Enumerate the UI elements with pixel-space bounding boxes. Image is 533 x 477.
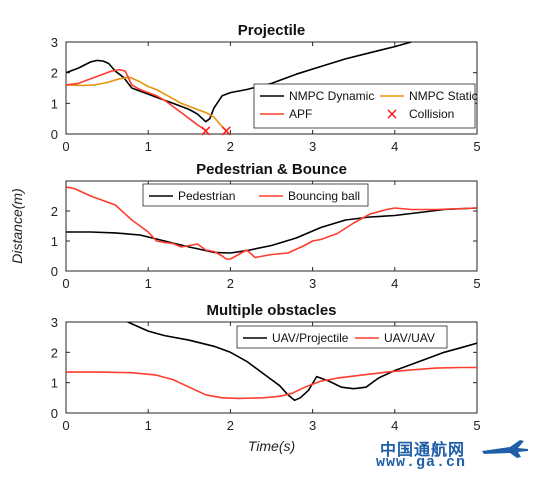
chart-title: Multiple obstacles xyxy=(206,302,336,319)
x-tick-label: 3 xyxy=(309,276,316,291)
chart-panel: Multiple obstacles 0 1 2 3 4 5 0 1 2 3 Time(s) UAV/P… xyxy=(51,302,481,454)
chart-title: Projectile xyxy=(238,22,306,39)
x-tick-label: 4 xyxy=(391,418,398,433)
series-lines xyxy=(66,322,477,402)
y-tick-label: 2 xyxy=(51,204,58,219)
x-tick-label: 5 xyxy=(473,276,480,291)
y-tick-label: 0 xyxy=(51,264,58,279)
collision-marker xyxy=(201,126,211,136)
y-tick-label: 1 xyxy=(51,376,58,391)
collision-marker-stroke xyxy=(221,126,231,136)
x-tick-label: 2 xyxy=(227,139,234,154)
legend-label: UAV/Projectile xyxy=(272,331,349,345)
y-tick-label: 1 xyxy=(51,234,58,249)
legend: Pedestrian Bouncing ball xyxy=(142,183,369,207)
x-tick-label: 4 xyxy=(391,276,398,291)
chart-title: Pedestrian & Bounce xyxy=(196,161,347,178)
x-tick-label: 1 xyxy=(145,276,152,291)
legend-label: UAV/UAV xyxy=(384,331,435,345)
y-axis-label: Distance(m) xyxy=(9,188,25,263)
x-axis-label: Time(s) xyxy=(248,438,295,454)
y-tick-label: 2 xyxy=(51,345,58,360)
x-tick-label: 5 xyxy=(473,418,480,433)
x-tick-label: 2 xyxy=(227,276,234,291)
collision-marker-stroke xyxy=(201,126,211,136)
x-tick-label: 0 xyxy=(62,139,69,154)
watermark-site-name: 中国通航网 xyxy=(380,440,466,459)
x-tick-label: 0 xyxy=(62,418,69,433)
series-line-uav-uav xyxy=(66,366,477,400)
series-line-pedestrian xyxy=(66,207,477,254)
x-tick-label: 2 xyxy=(227,418,234,433)
plot-area-frame xyxy=(65,41,478,135)
chart-panel: Pedestrian & Bounce 0 1 2 3 4 5 0 1 2 Distance(m) P… xyxy=(9,161,481,291)
chart-panel: Projectile 0 1 2 3 4 5 0 1 2 3 NMPC Dynamic NMPC Sta… xyxy=(51,22,481,154)
y-tick-label: 0 xyxy=(51,406,58,421)
watermark: 中国通航网 www.ga.cn xyxy=(376,434,533,474)
x-tick-label: 1 xyxy=(145,418,152,433)
x-tick-label: 1 xyxy=(145,139,152,154)
x-tick-label: 5 xyxy=(473,139,480,154)
y-tick-label: 1 xyxy=(51,96,58,111)
legend-label: Pedestrian xyxy=(178,189,235,203)
y-tick-label: 3 xyxy=(51,315,58,330)
y-tick-label: 3 xyxy=(51,35,58,50)
x-tick-label: 3 xyxy=(309,418,316,433)
series-line-nmpc-dynamic xyxy=(66,42,412,123)
watermark-url: www.ga.cn xyxy=(376,454,467,471)
x-tick-label: 4 xyxy=(391,139,398,154)
y-tick-label: 2 xyxy=(51,66,58,81)
legend-label: NMPC Static xyxy=(409,89,478,103)
legend-label: Bouncing ball xyxy=(288,189,360,203)
airplane-logo-icon xyxy=(482,440,528,458)
legend-swatch xyxy=(387,109,397,119)
plot-area-frame xyxy=(65,180,478,272)
series-line-nmpc-static xyxy=(66,76,227,132)
legend: NMPC Dynamic NMPC Static APF Collision xyxy=(253,83,478,129)
legend-label: NMPC Dynamic xyxy=(289,89,374,103)
collision-marker xyxy=(221,126,231,136)
legend-box xyxy=(236,325,448,349)
x-tick-label: 0 xyxy=(62,276,69,291)
series-line-apf xyxy=(66,68,207,131)
x-tick-label: 3 xyxy=(309,139,316,154)
legend-label: APF xyxy=(289,107,312,121)
y-tick-label: 0 xyxy=(51,127,58,142)
legend-box xyxy=(253,83,476,129)
series-lines xyxy=(66,42,412,132)
legend-label: Collision xyxy=(409,107,454,121)
series-lines xyxy=(66,186,477,260)
legend-box xyxy=(142,183,369,207)
legend: UAV/Projectile UAV/UAV xyxy=(236,325,448,349)
series-line-bouncing-ball xyxy=(66,186,477,260)
series-line-uav-projectile xyxy=(127,322,477,402)
